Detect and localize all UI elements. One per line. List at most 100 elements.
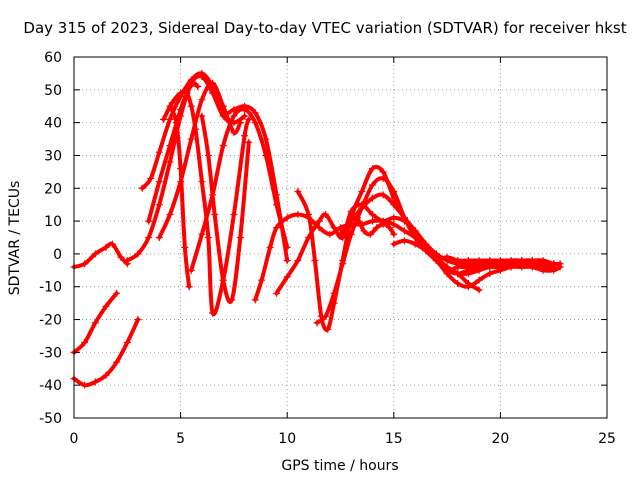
data-point-marker (379, 168, 387, 176)
data-point-marker (411, 227, 419, 235)
data-point-marker (311, 256, 319, 264)
data-point-marker (400, 227, 408, 235)
data-point-marker (81, 260, 89, 268)
data-point-marker (230, 211, 238, 219)
data-point-marker (204, 151, 212, 159)
data-point-marker (556, 260, 564, 268)
data-point-marker (454, 256, 462, 264)
data-point-marker (117, 253, 125, 261)
data-point-marker (347, 217, 355, 225)
data-point-marker (322, 312, 330, 320)
y-tick-label: -20 (39, 313, 62, 329)
x-tick-label: 10 (278, 431, 296, 447)
data-point-marker (358, 188, 366, 196)
x-axis-label: GPS time / hours (281, 458, 398, 474)
data-point-marker (123, 339, 131, 347)
data-point-marker (475, 286, 483, 294)
data-point-marker (422, 240, 430, 248)
y-tick-label: -30 (39, 345, 62, 361)
data-point-marker (102, 371, 110, 379)
data-point-marker (181, 243, 189, 251)
y-tick-label: -50 (39, 411, 62, 427)
data-point-marker (187, 102, 195, 110)
grid (74, 57, 607, 418)
data-point-marker (241, 132, 249, 140)
data-point-marker (81, 381, 89, 389)
data-point-marker (475, 256, 483, 264)
data-point-marker (518, 256, 526, 264)
data-point-marker (91, 250, 99, 258)
data-point-marker (454, 270, 462, 278)
data-point-marker (134, 316, 142, 324)
data-point-marker (81, 339, 89, 347)
data-point-marker (273, 289, 281, 297)
data-point-marker (550, 266, 558, 274)
data-point-marker (322, 211, 330, 219)
data-point-marker (390, 201, 398, 209)
data-point-marker (443, 253, 451, 261)
x-tick-label: 25 (598, 431, 616, 447)
y-tick-label: 40 (44, 116, 62, 132)
data-point-marker (145, 234, 153, 241)
data-point-marker (294, 211, 302, 219)
y-axis-label: SDTVAR / TECUs (7, 181, 23, 296)
data-point-marker (390, 230, 398, 238)
data-point-marker (273, 201, 281, 209)
data-point-marker (507, 263, 515, 271)
data-point-marker (354, 214, 362, 222)
data-point-marker (102, 302, 110, 310)
data-point-marker (204, 234, 212, 241)
data-point-marker (166, 102, 174, 110)
data-point-marker (294, 188, 302, 196)
data-point-marker (339, 260, 347, 268)
data-point-marker (251, 296, 259, 304)
data-point-marker (496, 256, 504, 264)
data-point-marker (390, 240, 398, 248)
y-tick-label: 10 (44, 214, 62, 230)
data-point-marker (294, 256, 302, 264)
data-point-marker (219, 276, 227, 284)
data-point-marker (347, 230, 355, 238)
data-point-marker (368, 211, 376, 219)
data-point-marker (113, 289, 121, 297)
data-point-marker (102, 243, 110, 251)
data-point-marker (400, 214, 408, 222)
y-tick-label: 60 (44, 50, 62, 66)
data-point-marker (486, 270, 494, 278)
data-point-marker (390, 214, 398, 222)
data-point-marker (172, 119, 180, 127)
data-point-marker (155, 178, 163, 186)
data-point-marker (245, 138, 253, 146)
data-point-marker (550, 260, 558, 268)
data-point-marker (236, 234, 244, 241)
data-point-marker (209, 79, 217, 87)
data-point-marker (219, 142, 227, 150)
data-point-marker (258, 276, 266, 284)
data-point-marker (390, 188, 398, 196)
data-point-marker (368, 194, 376, 202)
data-point-marker (475, 266, 483, 274)
data-point-marker (189, 79, 197, 87)
data-point-marker (241, 106, 249, 114)
data-point-marker (283, 273, 291, 281)
data-point-marker (539, 266, 547, 274)
data-point-marker (432, 256, 440, 264)
x-tick-label: 5 (176, 431, 185, 447)
data-point-marker (155, 148, 163, 156)
data-point-marker (507, 256, 515, 264)
data-point-marker (187, 135, 195, 143)
data-point-marker (518, 263, 526, 271)
data-point-marker (358, 204, 366, 212)
y-tick-label: -10 (39, 280, 62, 296)
data-point-marker (379, 174, 387, 182)
chart-title: Day 315 of 2023, Sidereal Day-to-day VTE… (23, 19, 626, 37)
data-series (70, 69, 564, 389)
plot-frame (73, 56, 608, 419)
data-point-marker (330, 289, 338, 297)
data-point-marker (241, 112, 249, 120)
data-point-marker (528, 263, 536, 271)
data-point-marker (230, 112, 238, 120)
data-point-marker (400, 237, 408, 245)
data-point-marker (337, 224, 344, 232)
data-point-marker (134, 250, 142, 258)
